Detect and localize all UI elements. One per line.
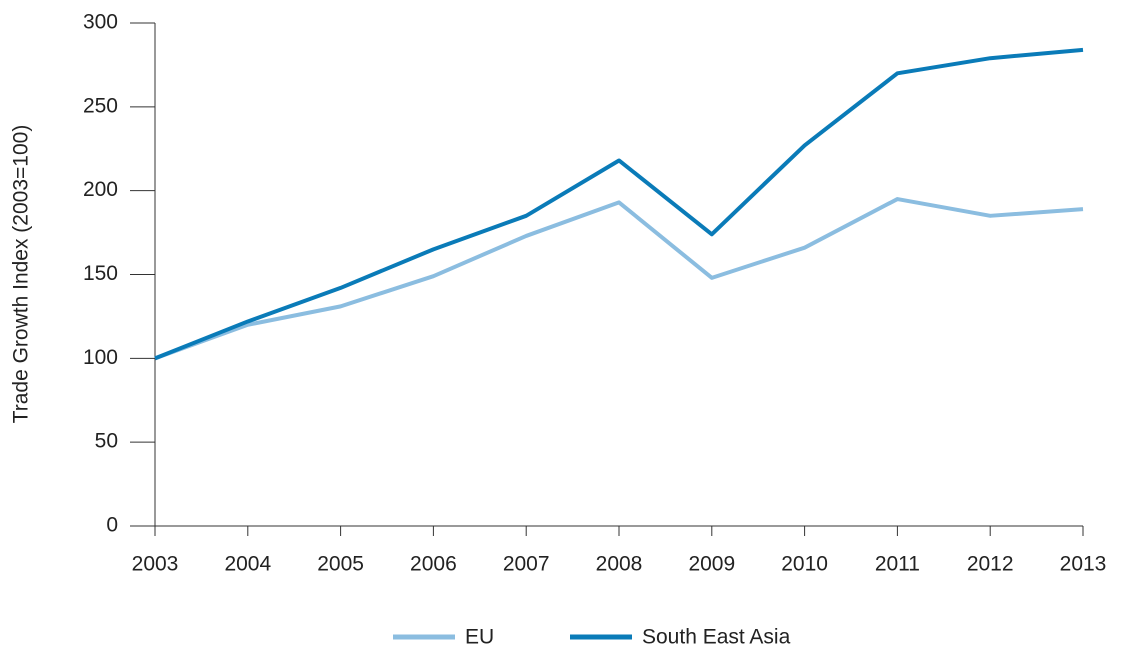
legend-label: South East Asia	[642, 626, 791, 649]
x-tick-label: 2013	[1060, 553, 1107, 576]
y-tick-label: 250	[83, 94, 118, 117]
x-tick-label: 2003	[132, 553, 179, 576]
y-tick-label: 50	[95, 430, 118, 453]
x-tick-label: 2006	[410, 553, 457, 576]
x-tick-label: 2008	[596, 553, 643, 576]
legend-label: EU	[465, 626, 494, 649]
x-tick-label: 2007	[503, 553, 550, 576]
x-tick-label: 2009	[688, 553, 735, 576]
x-tick-label: 2005	[317, 553, 364, 576]
series-line	[154, 197, 1084, 361]
x-tick-label: 2012	[967, 553, 1014, 576]
y-tick-label: 0	[106, 514, 118, 537]
x-tick-label: 2004	[224, 553, 271, 576]
y-axis-label: Trade Growth Index (2003=100)	[10, 125, 33, 424]
y-tick-label: 100	[83, 346, 118, 369]
x-tick-label: 2010	[781, 553, 828, 576]
y-tick-label: 300	[83, 11, 118, 34]
y-tick-label: 150	[83, 262, 118, 285]
x-tick-label: 2011	[875, 553, 920, 576]
y-tick-label: 200	[83, 178, 118, 201]
series-line	[154, 47, 1084, 361]
